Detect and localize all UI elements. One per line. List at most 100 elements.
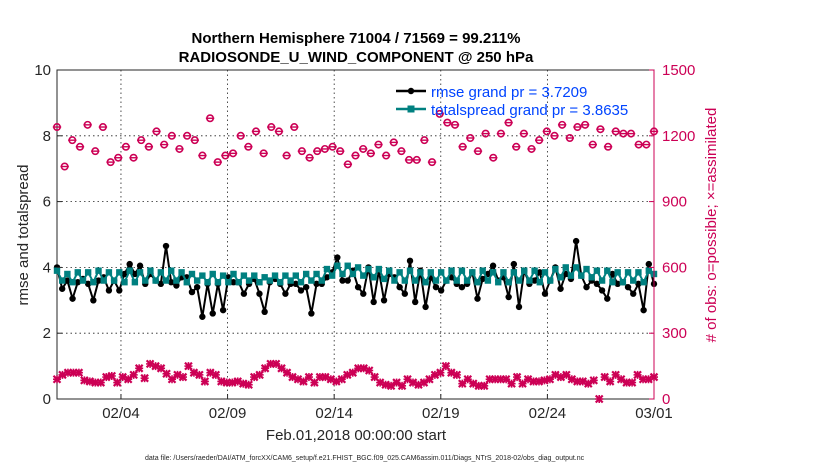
rmse-point bbox=[354, 283, 362, 291]
spread-point bbox=[437, 269, 445, 276]
possible-obs-point bbox=[259, 149, 268, 158]
spread-point bbox=[546, 277, 554, 284]
y-tick-label-right: 300 bbox=[662, 325, 687, 342]
possible-obs-point bbox=[603, 142, 613, 151]
spread-point bbox=[578, 272, 585, 279]
spread-point bbox=[302, 270, 310, 278]
possible-obs-point bbox=[427, 158, 437, 167]
rmse-point bbox=[645, 260, 653, 268]
spread-point bbox=[495, 279, 502, 286]
possible-obs-point bbox=[634, 140, 643, 149]
assimilated-obs-point bbox=[452, 370, 462, 380]
possible-obs-point bbox=[458, 142, 467, 151]
spread-point bbox=[354, 264, 362, 271]
possible-obs-point bbox=[481, 129, 490, 138]
rmse-point bbox=[624, 283, 632, 291]
data-marks bbox=[52, 109, 659, 404]
possible-obs-point bbox=[496, 129, 506, 138]
possible-obs-point bbox=[282, 151, 291, 160]
spread-point bbox=[323, 265, 331, 273]
spread-point bbox=[365, 265, 372, 273]
rmse-point bbox=[406, 257, 414, 265]
possible-obs-point bbox=[91, 147, 100, 156]
spread-point bbox=[277, 279, 284, 286]
possible-obs-point bbox=[267, 123, 276, 132]
rmse-point bbox=[323, 274, 331, 281]
possible-obs-point bbox=[381, 151, 391, 160]
possible-obs-point bbox=[351, 151, 360, 160]
possible-obs-point bbox=[198, 151, 207, 160]
x-tick-label: 02/09 bbox=[209, 405, 247, 422]
spread-point bbox=[152, 277, 159, 284]
chart-title: Northern Hemisphere 71004 / 71569 = 99.2… bbox=[192, 30, 521, 47]
spread-point bbox=[344, 262, 351, 269]
spread-point bbox=[557, 274, 564, 281]
spread-point bbox=[443, 277, 450, 284]
rmse-point bbox=[193, 283, 201, 291]
spread-point bbox=[427, 269, 434, 276]
x-tick-label: 02/19 bbox=[422, 405, 460, 422]
assimilated-obs-point bbox=[436, 368, 445, 377]
possible-obs-point bbox=[236, 131, 245, 140]
legend-rmse-marker bbox=[407, 87, 415, 95]
y-tick-label-left: 4 bbox=[43, 259, 51, 276]
rmse-point bbox=[199, 313, 206, 320]
legend: rmse grand pr = 3.7209 totalspread grand… bbox=[396, 84, 628, 119]
spread-point bbox=[256, 279, 263, 286]
spread-point bbox=[162, 277, 170, 284]
spread-point bbox=[84, 269, 92, 276]
rmse-point bbox=[609, 270, 616, 278]
spread-point bbox=[235, 279, 242, 286]
spread-point bbox=[479, 267, 486, 274]
spread-point bbox=[412, 277, 419, 284]
rmse-point bbox=[58, 285, 66, 292]
spread-point bbox=[375, 265, 383, 273]
y-tick-label-left: 10 bbox=[34, 62, 51, 79]
spread-point bbox=[536, 279, 543, 286]
spread-point bbox=[588, 274, 595, 281]
spread-point bbox=[292, 272, 299, 279]
spread-point bbox=[251, 272, 258, 279]
possible-obs-point bbox=[159, 140, 169, 149]
possible-obs-point bbox=[190, 136, 199, 145]
rmse-point bbox=[531, 277, 538, 284]
rmse-point bbox=[230, 279, 237, 286]
assimilated-obs-point bbox=[386, 381, 396, 391]
rmse-point bbox=[437, 287, 445, 294]
rmse-point bbox=[635, 280, 642, 288]
rmse-point bbox=[593, 280, 601, 288]
spread-point bbox=[266, 277, 274, 284]
rmse-point bbox=[630, 290, 637, 297]
rmse-point bbox=[614, 280, 621, 288]
rmse-point bbox=[261, 308, 268, 316]
possible-obs-point bbox=[251, 127, 261, 136]
spread-point bbox=[583, 265, 590, 273]
spread-point bbox=[469, 269, 476, 276]
possible-obs-point bbox=[512, 142, 521, 151]
spread-point bbox=[69, 279, 76, 286]
assimilated-obs-point bbox=[74, 368, 84, 377]
assimilated-obs-point bbox=[299, 377, 308, 386]
y-tick-label-left: 8 bbox=[43, 128, 51, 145]
x-tick-label: 02/14 bbox=[315, 405, 353, 422]
rmse-point bbox=[572, 237, 580, 245]
spread-point bbox=[604, 267, 611, 274]
possible-obs-point bbox=[435, 109, 444, 118]
data-file-footnote: data file: /Users/raeder/DAI/ATM_forcXX/… bbox=[145, 455, 585, 462]
spread-point bbox=[370, 274, 377, 281]
assimilated-obs-point bbox=[244, 380, 253, 390]
spread-point bbox=[188, 270, 196, 278]
assimilated-obs-point bbox=[58, 370, 67, 380]
spread-point bbox=[484, 277, 492, 284]
spread-point bbox=[521, 267, 528, 274]
possible-obs-point bbox=[106, 158, 115, 167]
rmse-point bbox=[69, 295, 76, 302]
possible-obs-point bbox=[175, 144, 184, 153]
assimilated-obs-point bbox=[140, 373, 149, 383]
rmse-point bbox=[458, 283, 466, 291]
x-axis-label: Feb.01,2018 00:00:00 start bbox=[266, 427, 447, 444]
y-axis-label-right: # of obs: o=possible; ×=assimilated bbox=[703, 108, 720, 343]
possible-obs-point bbox=[152, 127, 161, 136]
possible-obs-point bbox=[611, 127, 620, 136]
spread-point bbox=[173, 277, 180, 284]
